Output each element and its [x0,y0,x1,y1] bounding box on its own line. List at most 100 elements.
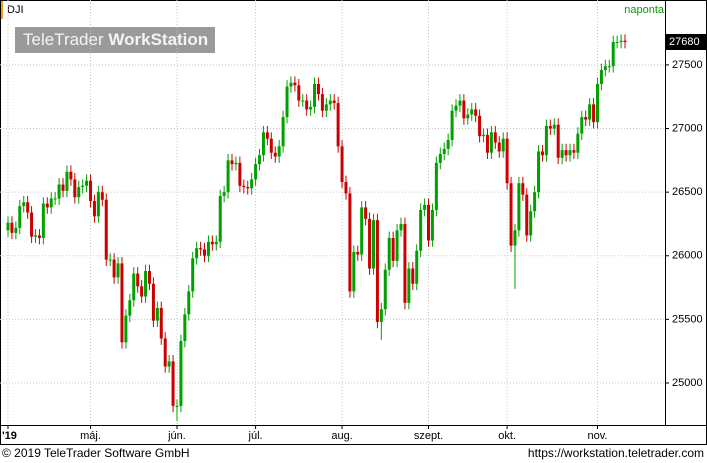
candle-body [540,151,544,156]
candle-body [10,222,14,233]
candle-body [128,300,132,316]
candle-body [442,148,446,154]
x-tick-label: szept. [414,430,443,442]
candle-body [120,263,124,343]
candle-body [96,192,100,217]
candle-body [293,82,297,86]
candle-body [49,198,53,208]
candle-body [89,180,93,202]
candle-body [623,40,627,42]
symbol-marker [1,1,3,19]
candle-body [305,100,309,110]
x-tick-label: '19 [2,430,17,442]
x-tick-label: máj. [80,430,101,442]
candle-body [313,83,317,107]
candle-body [466,114,470,119]
candle-body [364,207,368,219]
candle-body [297,85,301,101]
watermark-box [15,27,215,53]
candle-body [407,268,411,303]
candle-body [199,248,203,250]
candle-body [53,198,57,200]
candle-body [450,110,454,140]
candle-body [332,100,336,104]
frame [0,0,707,445]
candle-body [320,94,324,111]
watermark: TeleTrader WorkStation [23,30,208,49]
candle-body [61,184,65,191]
candle-body [611,41,615,67]
y-tick-label: 25500 [672,313,703,325]
candle-body [81,185,85,188]
y-tick-label: 26000 [672,250,703,262]
candle-body [599,69,603,84]
candle-body [592,104,596,123]
candle-body [309,106,313,110]
candle-body [179,341,183,406]
candle-body [596,83,599,123]
candle-body [454,105,458,111]
candle-body [37,235,41,238]
candle-body [112,259,116,278]
candle-body [493,132,497,143]
candle-body [140,286,144,297]
x-tick-label: aug. [331,430,352,442]
y-tick-label: 27000 [672,122,703,134]
candle-body [501,138,505,152]
candle-body [246,187,250,189]
candle-body [375,220,379,322]
candle-body [6,222,10,231]
candle-body [383,269,387,310]
x-tick-label: jún. [167,430,186,442]
candle-body [517,183,521,231]
candle-body [430,209,434,241]
candle-body [116,263,120,278]
candle-body [458,100,462,106]
candle-body [14,227,18,233]
candle-body [434,162,438,210]
candle-body [423,204,427,210]
candle-body [254,164,258,180]
candle-body [360,207,364,255]
candle-body [195,248,199,259]
candle-body [132,273,136,301]
y-tick-label: 27500 [672,59,703,71]
candle-body [163,338,167,367]
candle-body [391,237,395,261]
x-tick-label: nov. [588,430,608,442]
candle-body [513,230,517,246]
candle-body [206,241,210,256]
candle-body [218,195,222,242]
candle-body [478,115,482,137]
candle-body [203,249,206,256]
candle-body [438,153,442,163]
candle-body [104,199,108,260]
candle-body [411,268,415,284]
y-tick-label: 25000 [672,377,703,389]
candle-body [576,133,580,153]
candle-body [273,152,277,157]
candle-body [497,142,501,152]
candle-body [560,150,564,158]
candle-body [462,100,466,119]
candle-body [144,271,148,297]
candle-body [18,206,22,228]
interval: naponta [624,4,665,16]
candle-body [151,283,155,321]
candle-body [548,125,552,129]
candle-body [285,86,289,118]
candle-body [509,183,513,246]
candle-body [588,104,592,120]
candle-body [41,203,45,238]
candle-body [108,259,112,261]
candle-body [261,132,265,156]
candle-body [30,212,34,237]
candle-body [69,171,73,180]
candle-body [34,235,38,237]
candle-body [603,66,607,70]
candle-body [505,138,509,184]
x-tick-label: okt. [498,430,516,442]
candle-body [556,124,560,158]
candle-body [269,138,273,153]
candle-body [265,132,269,139]
